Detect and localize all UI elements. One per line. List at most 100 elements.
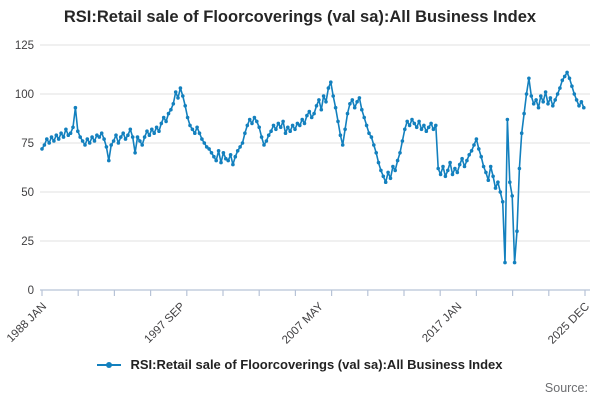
data-point-marker[interactable]: [274, 127, 278, 132]
data-point-marker[interactable]: [185, 115, 190, 120]
data-point-marker[interactable]: [169, 107, 173, 112]
data-point-marker[interactable]: [555, 92, 560, 96]
data-point-marker[interactable]: [252, 115, 257, 120]
data-point-marker[interactable]: [343, 127, 347, 132]
data-point-marker[interactable]: [204, 145, 209, 149]
data-point-marker[interactable]: [357, 96, 362, 100]
data-point-marker[interactable]: [543, 90, 548, 94]
data-point-marker[interactable]: [281, 119, 285, 124]
data-point-marker[interactable]: [298, 123, 302, 128]
data-point-marker[interactable]: [462, 164, 467, 169]
data-point-marker[interactable]: [247, 117, 252, 122]
data-point-marker[interactable]: [250, 121, 254, 126]
data-point-marker[interactable]: [446, 168, 450, 173]
data-point-marker[interactable]: [340, 143, 345, 147]
data-point-marker[interactable]: [496, 180, 500, 184]
data-point-marker[interactable]: [570, 84, 574, 88]
data-point-marker[interactable]: [417, 119, 421, 124]
data-point-marker[interactable]: [436, 166, 441, 171]
data-point-marker[interactable]: [152, 131, 156, 135]
data-point-marker[interactable]: [457, 162, 462, 167]
data-point-marker[interactable]: [150, 127, 154, 132]
data-point-marker[interactable]: [321, 94, 326, 98]
data-point-marker[interactable]: [558, 86, 562, 90]
data-point-marker[interactable]: [140, 143, 144, 147]
data-point-marker[interactable]: [455, 170, 460, 175]
data-point-marker[interactable]: [531, 102, 536, 106]
data-point-marker[interactable]: [362, 115, 367, 120]
data-point-marker[interactable]: [498, 190, 503, 194]
data-point-marker[interactable]: [355, 100, 359, 104]
data-point-marker[interactable]: [90, 135, 94, 139]
data-point-marker[interactable]: [102, 137, 106, 141]
data-point-marker[interactable]: [264, 139, 269, 143]
data-point-marker[interactable]: [219, 160, 223, 165]
data-point-marker[interactable]: [147, 133, 152, 137]
data-point-marker[interactable]: [527, 76, 531, 81]
data-point-marker[interactable]: [207, 147, 211, 151]
data-point-marker[interactable]: [307, 109, 312, 114]
data-point-marker[interactable]: [400, 139, 405, 143]
data-point-marker[interactable]: [491, 174, 495, 179]
data-point-marker[interactable]: [367, 131, 371, 135]
data-point-marker[interactable]: [546, 102, 550, 106]
data-point-marker[interactable]: [577, 104, 581, 108]
data-point-marker[interactable]: [73, 105, 78, 110]
data-point-marker[interactable]: [109, 143, 113, 147]
data-point-marker[interactable]: [97, 135, 102, 139]
data-point-marker[interactable]: [443, 174, 448, 179]
data-point-marker[interactable]: [161, 115, 166, 120]
data-point-marker[interactable]: [235, 149, 240, 153]
data-point-marker[interactable]: [372, 143, 376, 147]
data-point-marker[interactable]: [488, 164, 493, 169]
data-point-marker[interactable]: [130, 135, 135, 139]
data-point-marker[interactable]: [562, 74, 567, 79]
data-point-marker[interactable]: [80, 139, 85, 143]
data-point-marker[interactable]: [448, 160, 452, 165]
data-point-marker[interactable]: [388, 176, 393, 181]
data-point-marker[interactable]: [536, 105, 541, 110]
data-point-marker[interactable]: [541, 100, 545, 104]
data-point-marker[interactable]: [123, 137, 128, 141]
data-point-marker[interactable]: [422, 123, 426, 128]
data-point-marker[interactable]: [107, 158, 111, 163]
data-point-marker[interactable]: [114, 133, 118, 137]
data-point-marker[interactable]: [56, 137, 61, 141]
data-point-marker[interactable]: [412, 121, 417, 126]
data-point-marker[interactable]: [104, 145, 109, 149]
data-point-marker[interactable]: [403, 127, 407, 132]
data-point-marker[interactable]: [188, 123, 192, 128]
data-point-marker[interactable]: [61, 135, 66, 139]
data-point-marker[interactable]: [383, 180, 388, 184]
data-point-marker[interactable]: [78, 135, 82, 139]
data-point-marker[interactable]: [505, 117, 510, 122]
data-point-marker[interactable]: [524, 92, 529, 96]
data-point-marker[interactable]: [508, 180, 512, 184]
data-point-marker[interactable]: [465, 158, 469, 163]
data-point-marker[interactable]: [295, 121, 300, 126]
data-point-marker[interactable]: [135, 135, 140, 139]
data-point-marker[interactable]: [493, 186, 498, 190]
data-point-marker[interactable]: [159, 121, 164, 126]
data-point-marker[interactable]: [333, 105, 338, 110]
data-point-marker[interactable]: [512, 260, 517, 265]
data-point-marker[interactable]: [300, 117, 305, 122]
data-point-marker[interactable]: [197, 131, 202, 135]
data-point-marker[interactable]: [173, 90, 178, 94]
data-point-marker[interactable]: [288, 129, 293, 133]
data-point-marker[interactable]: [407, 123, 412, 128]
data-point-marker[interactable]: [71, 125, 75, 130]
data-point-marker[interactable]: [95, 133, 99, 137]
data-point-marker[interactable]: [269, 129, 273, 133]
data-point-marker[interactable]: [164, 119, 168, 124]
data-point-marker[interactable]: [259, 135, 264, 139]
data-point-marker[interactable]: [467, 153, 472, 157]
data-point-marker[interactable]: [83, 143, 87, 147]
data-point-marker[interactable]: [484, 170, 488, 175]
data-point-marker[interactable]: [171, 102, 176, 106]
data-point-marker[interactable]: [116, 141, 121, 145]
data-point-marker[interactable]: [429, 121, 433, 126]
data-point-marker[interactable]: [360, 107, 364, 112]
data-point-marker[interactable]: [312, 111, 316, 116]
data-point-marker[interactable]: [317, 98, 321, 102]
